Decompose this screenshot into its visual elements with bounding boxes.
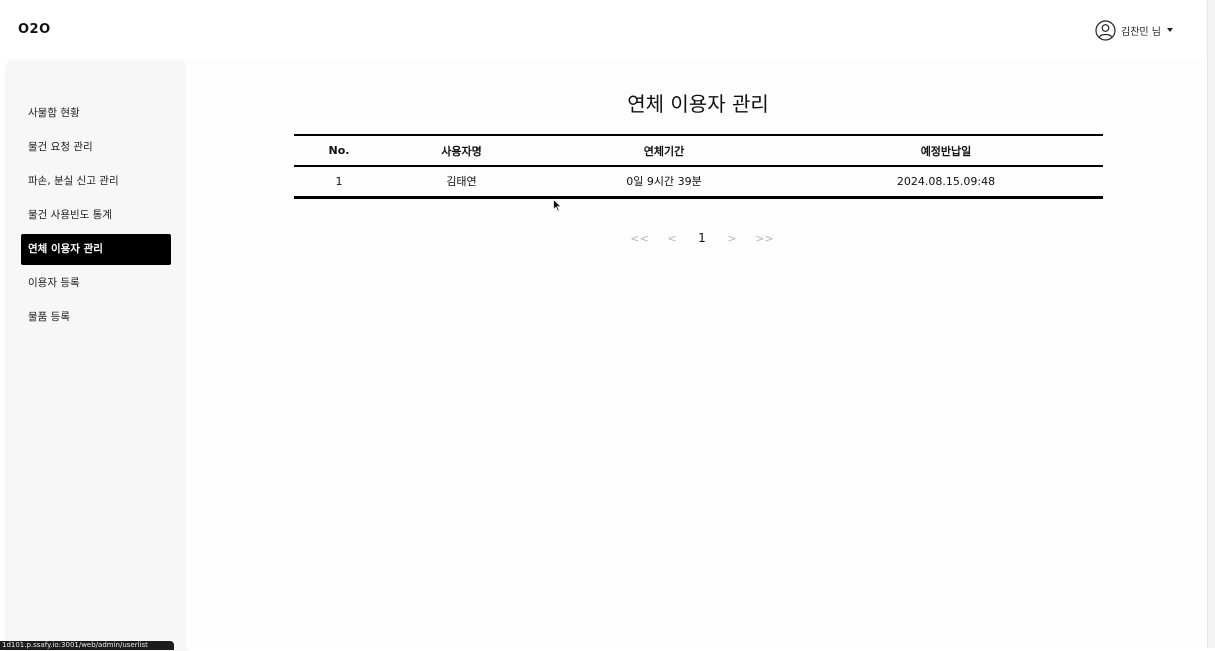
cell-no: 1 [294,166,384,199]
next-page-button[interactable]: > [727,231,737,245]
vertical-scrollbar[interactable] [1207,0,1215,648]
table-row[interactable]: 1 김태연 0일 9시간 39분 2024.08.15.09:48 [294,166,1103,199]
sidebar-item-overdue-users[interactable]: 연체 이용자 관리 [21,234,171,265]
prev-page-button[interactable]: < [667,231,677,245]
sidebar-item-usage-statistics[interactable]: 물건 사용빈도 통계 [28,209,112,221]
column-header-return-date: 예정반납일 [789,134,1103,167]
sidebar-item-register-user[interactable]: 이용자 등록 [28,277,80,289]
mouse-pointer-icon [553,199,562,212]
cell-username: 김태연 [384,166,539,199]
column-header-overdue-period: 연체기간 [539,134,789,167]
app-logo[interactable]: O2O [18,22,51,37]
status-bar-url: 1d101.p.ssafy.io:3001/web/admin/userlist [0,641,174,650]
sidebar-item-locker-status[interactable]: 사물함 현황 [28,107,80,119]
user-menu[interactable]: 김찬민 님 [1095,19,1173,41]
column-header-username: 사용자명 [384,134,539,167]
first-page-button[interactable]: << [630,231,649,245]
user-avatar-icon [1095,19,1116,41]
top-header: O2O 김찬민 님 [0,0,1215,60]
cell-overdue-period: 0일 9시간 39분 [539,166,789,199]
user-name: 김찬민 님 [1121,26,1161,38]
overdue-users-table: No. 사용자명 연체기간 예정반납일 1 김태연 0일 9시간 39분 202… [294,134,1103,199]
table-header-row: No. 사용자명 연체기간 예정반납일 [294,134,1103,167]
pagination: << < 1 > >> [622,230,782,246]
sidebar-nav: 사물함 현황 물건 요청 관리 파손, 분실 신고 관리 물건 사용빈도 통계 … [21,98,171,336]
column-header-no: No. [294,134,384,167]
sidebar-item-register-item[interactable]: 물품 등록 [28,311,70,323]
sidebar-item-item-requests[interactable]: 물건 요청 관리 [28,141,93,153]
page-number-current[interactable]: 1 [698,231,706,245]
page-title: 연체 이용자 관리 [627,92,769,116]
sidebar: 사물함 현황 물건 요청 관리 파손, 분실 신고 관리 물건 사용빈도 통계 … [7,61,186,651]
last-page-button[interactable]: >> [755,231,774,245]
sidebar-item-damage-loss-reports[interactable]: 파손, 분실 신고 관리 [28,175,119,187]
caret-down-icon [1166,28,1173,32]
cell-return-date: 2024.08.15.09:48 [789,166,1103,199]
